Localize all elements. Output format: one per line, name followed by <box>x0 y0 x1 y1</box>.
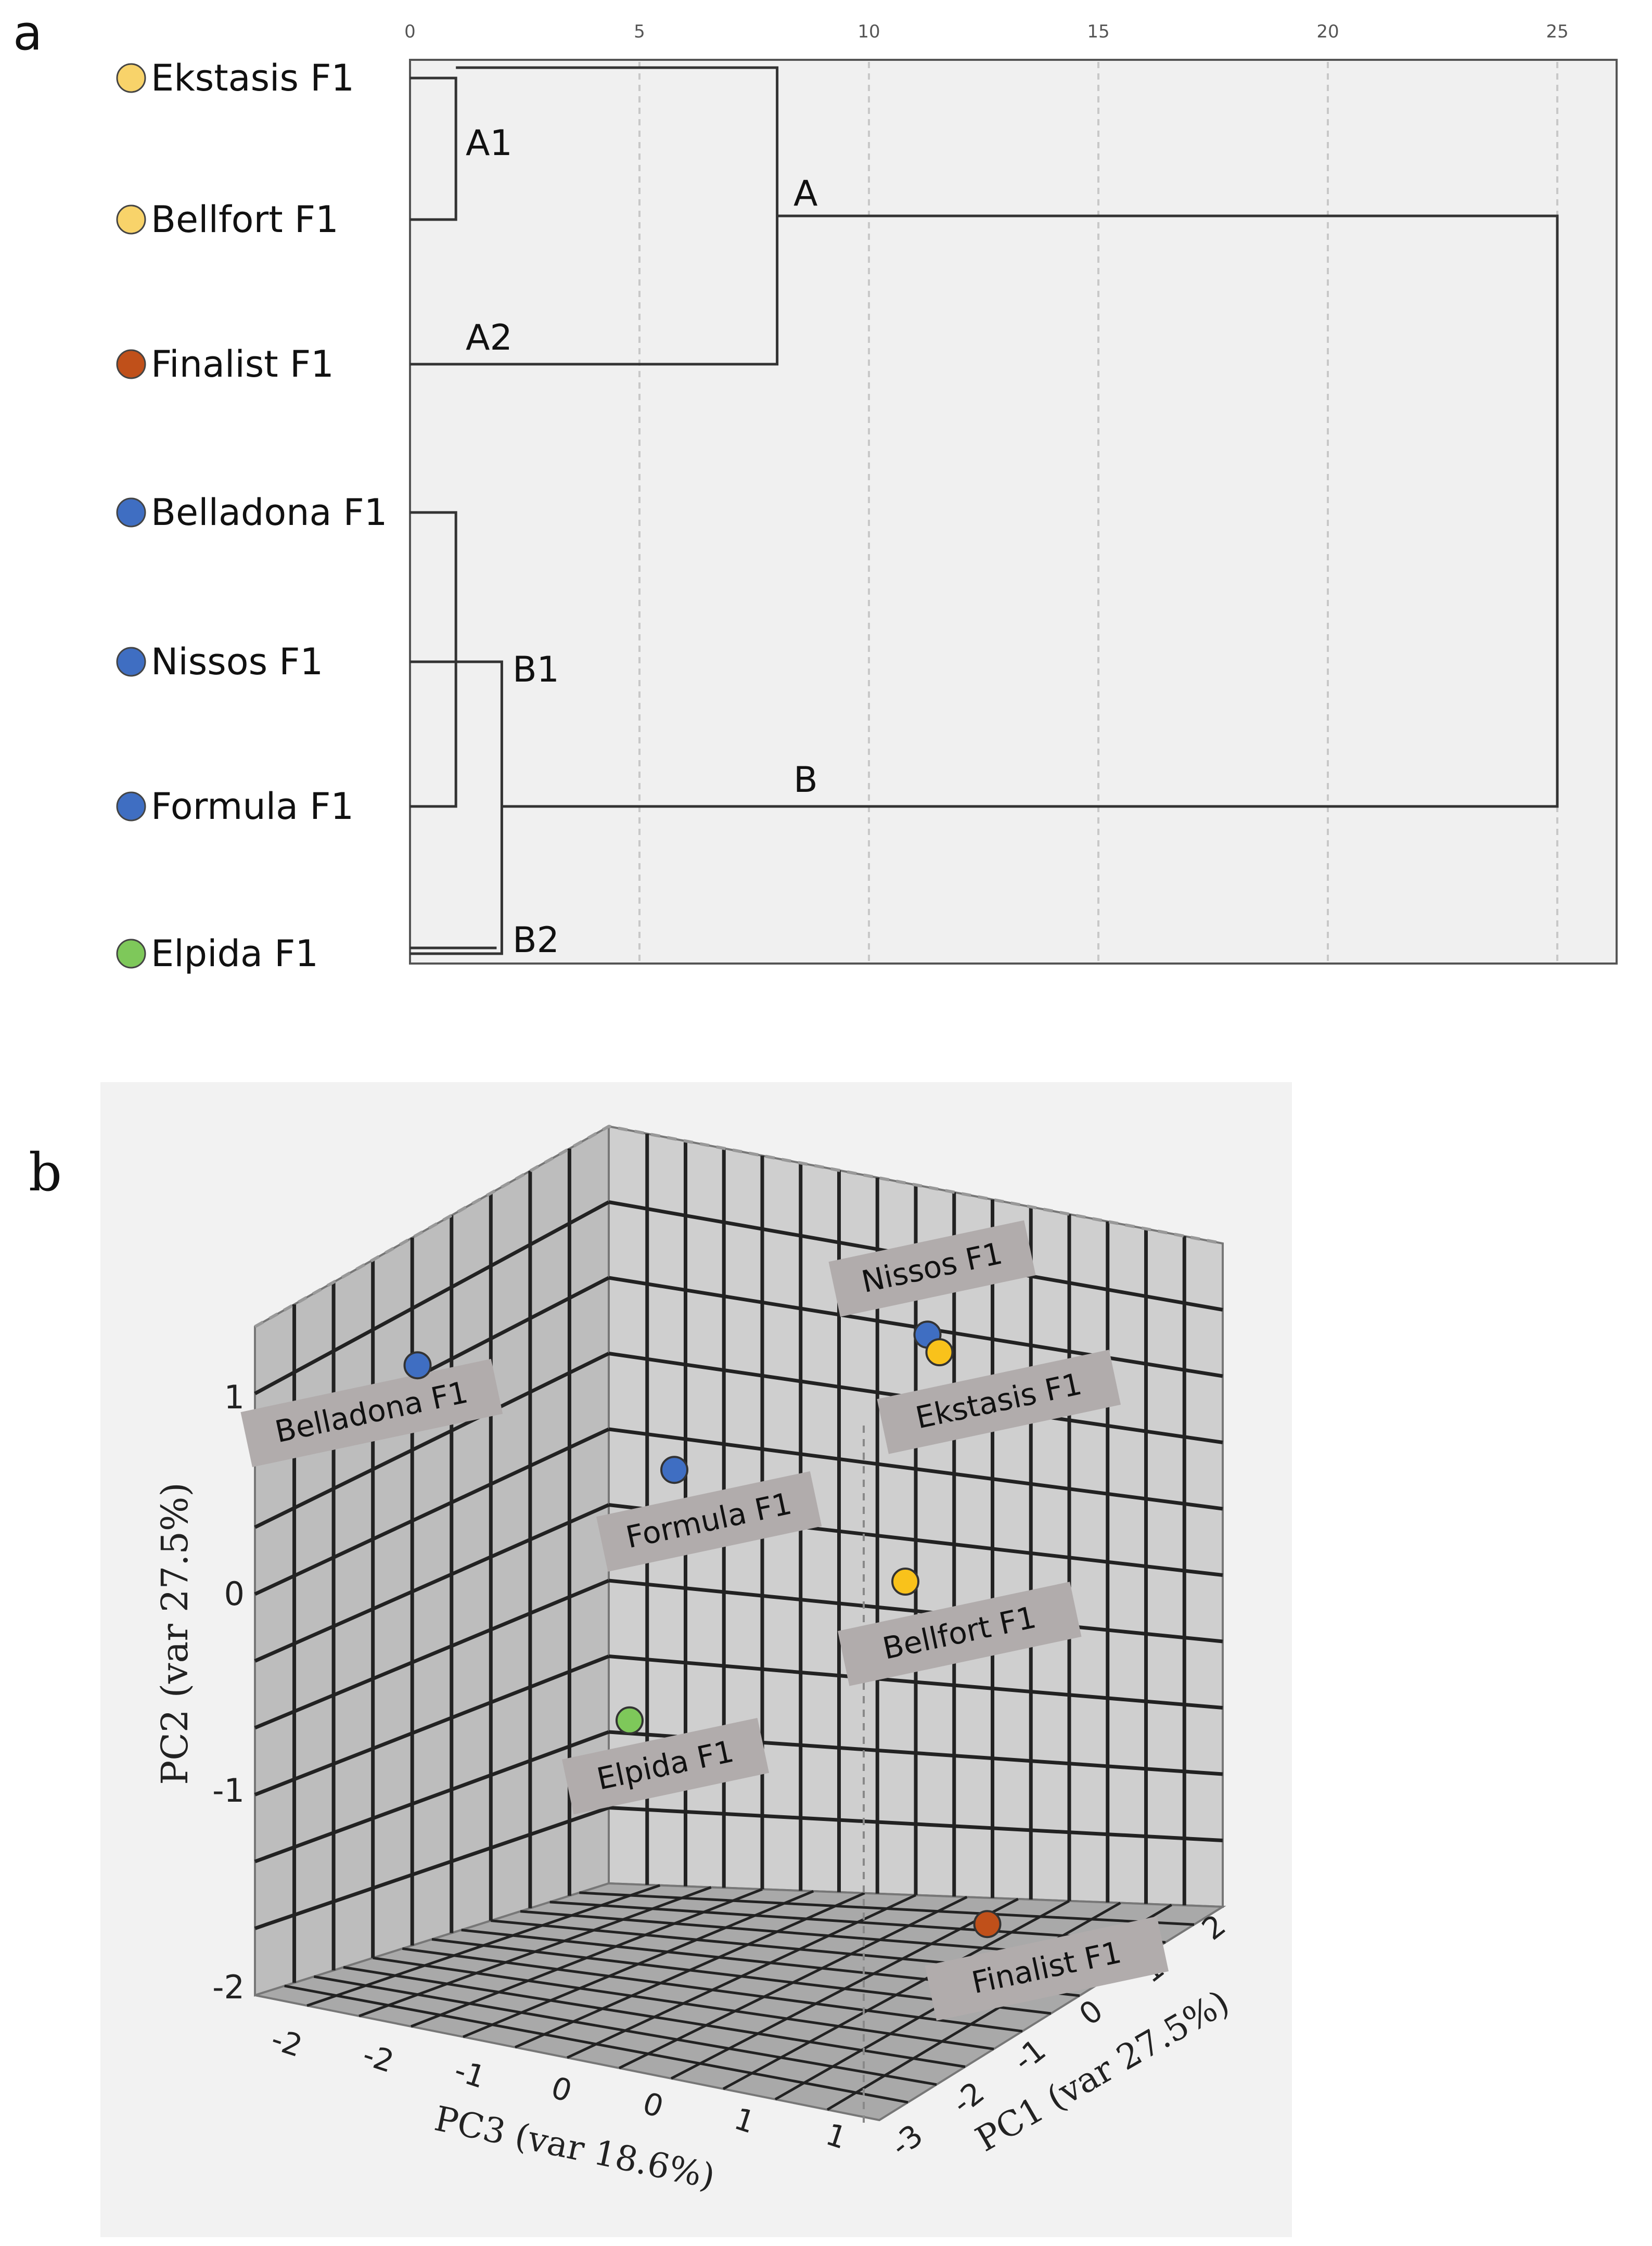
leaf-label: Belladona F1 <box>151 491 387 534</box>
dendrogram-branch <box>502 214 1559 808</box>
branch-label: A <box>793 173 818 214</box>
pc2-tick-label: -2 <box>212 1968 245 2006</box>
box-edge-dashed <box>254 1124 1223 1328</box>
left-wall-gridline <box>254 1730 610 1864</box>
leaf-label: Ekstasis F1 <box>151 57 354 99</box>
back-wall-gridline <box>608 1578 1223 1644</box>
leaf-marker <box>116 349 146 379</box>
point-label-box <box>828 1220 1036 1317</box>
dendrogram-branch <box>410 511 457 808</box>
left-wall-gridline <box>254 1427 610 1596</box>
leaf-label: Formula F1 <box>151 785 354 828</box>
branch-label: B2 <box>513 920 559 961</box>
leaf-marker <box>116 204 146 235</box>
branch-label: B1 <box>513 649 559 690</box>
back-wall-gridline <box>608 1427 1223 1511</box>
leaf-label: Elpida F1 <box>151 932 318 975</box>
point-label-box <box>877 1350 1121 1454</box>
leaf-marker <box>116 647 146 677</box>
data-point <box>660 1456 688 1484</box>
data-point <box>891 1568 919 1596</box>
leaf-marker <box>116 939 146 969</box>
leaf-label: Nissos F1 <box>151 640 323 683</box>
point-label-box <box>562 1717 770 1815</box>
pc2-tick-label: -1 <box>212 1772 245 1809</box>
data-point <box>403 1351 432 1380</box>
axis-tick-label: 25 <box>1546 21 1568 42</box>
pc2-tick-label: 0 <box>224 1575 245 1613</box>
leaf-marker <box>116 791 146 822</box>
dendrogram-branch <box>410 76 457 221</box>
branch-label: A2 <box>466 317 513 358</box>
left-wall-gridline <box>254 1352 610 1529</box>
data-point <box>616 1706 644 1735</box>
floor-gridline <box>579 1891 1195 1926</box>
pc2-tick-label: 1 <box>224 1378 245 1416</box>
branch-label: B <box>793 760 818 801</box>
left-wall-gridline <box>254 1806 610 1930</box>
data-point <box>925 1338 954 1367</box>
axis-tick-label: 0 <box>404 21 416 42</box>
dendrogram-chart: 0 5 10 15 20 25 Ekstasis F1 Bellfort F1 Finalist… <box>116 21 1618 975</box>
axis-tick-label: 5 <box>634 21 645 42</box>
back-wall-gridline <box>608 1806 1223 1842</box>
data-point <box>973 1910 1002 1939</box>
left-wall-gridline <box>254 1654 610 1796</box>
point-label-box <box>925 1916 1169 2021</box>
floor-gridline <box>549 1901 1166 1944</box>
left-wall-gridline <box>254 1578 610 1730</box>
leaf-marker <box>116 63 146 93</box>
panel-label-b: b <box>29 1142 62 1203</box>
leaf-marker <box>116 497 146 528</box>
left-wall-gridline <box>254 1200 610 1395</box>
branch-label: A1 <box>466 123 513 164</box>
axis-tick-label: 10 <box>857 21 880 42</box>
axis-tick-label: 20 <box>1316 21 1339 42</box>
axis-tick-label: 15 <box>1087 21 1109 42</box>
back-wall-gridline <box>608 1654 1223 1710</box>
point-label-box <box>596 1471 822 1572</box>
point-label-box <box>838 1582 1082 1686</box>
panel-label-a: a <box>13 5 43 61</box>
leaf-label: Finalist F1 <box>151 343 334 386</box>
plot-area <box>409 59 1618 965</box>
leaf-label: Bellfort F1 <box>151 198 339 241</box>
left-wall-gridline <box>254 1503 610 1663</box>
point-label-box <box>240 1358 503 1467</box>
pc2-axis-label: PC2 (var 27.5%) <box>153 1482 196 1785</box>
